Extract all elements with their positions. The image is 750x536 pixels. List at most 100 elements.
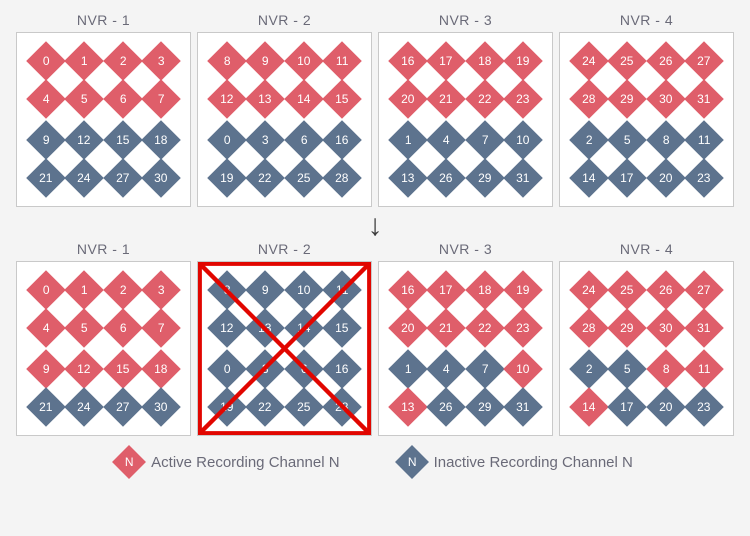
diamond-grid: 891011121314150361619222528 <box>198 262 371 435</box>
channel-diamond: 22 <box>246 159 286 199</box>
channel-diamond: 28 <box>570 308 610 348</box>
channel-diamond: 26 <box>427 159 467 199</box>
channel-number: 26 <box>659 283 672 297</box>
channel-diamond: 14 <box>570 159 610 199</box>
channel-number: 15 <box>335 92 348 106</box>
diamond-grid: 891011121314150361619222528 <box>198 33 371 206</box>
nvr-title: NVR - 2 <box>258 12 311 28</box>
channel-number: 30 <box>659 92 672 106</box>
channel-number: 26 <box>440 400 453 414</box>
channel-diamond: 19 <box>208 388 248 428</box>
channel-diamond: 17 <box>427 41 467 81</box>
channel-number: 7 <box>157 321 164 335</box>
channel-diamond: 5 <box>65 79 105 119</box>
channel-diamond: 22 <box>465 308 505 348</box>
channel-diamond: 26 <box>646 41 686 81</box>
channel-diamond: 24 <box>65 159 105 199</box>
channel-number: 5 <box>624 362 631 376</box>
channel-number: 22 <box>259 400 272 414</box>
channel-number: 21 <box>40 171 53 185</box>
legend-active-glyph: N <box>125 455 134 469</box>
channel-number: 25 <box>621 54 634 68</box>
channel-diamond: 15 <box>322 79 362 119</box>
channel-diamond: 10 <box>284 41 324 81</box>
channel-number: 19 <box>516 283 529 297</box>
nvr-panel: NVR - 2891011121314150361619222528 <box>197 241 372 436</box>
legend: N Active Recording Channel N N Inactive … <box>10 450 740 474</box>
channel-diamond: 8 <box>646 120 686 160</box>
channel-diamond: 6 <box>284 120 324 160</box>
channel-diamond: 17 <box>427 270 467 310</box>
channel-diamond: 6 <box>103 79 143 119</box>
nvr-grid: 01234567912151821242730 <box>16 261 191 436</box>
channel-diamond: 26 <box>427 388 467 428</box>
channel-number: 0 <box>224 133 231 147</box>
channel-number: 2 <box>586 133 593 147</box>
channel-diamond: 15 <box>322 308 362 348</box>
channel-diamond: 30 <box>141 388 181 428</box>
channel-number: 12 <box>78 133 91 147</box>
channel-diamond: 10 <box>284 270 324 310</box>
channel-diamond: 2 <box>570 120 610 160</box>
channel-number: 12 <box>221 321 234 335</box>
channel-number: 9 <box>262 54 269 68</box>
channel-number: 17 <box>440 54 453 68</box>
channel-number: 14 <box>583 171 596 185</box>
channel-number: 18 <box>478 283 491 297</box>
channel-number: 19 <box>221 400 234 414</box>
channel-diamond: 24 <box>65 388 105 428</box>
channel-number: 22 <box>478 92 491 106</box>
channel-number: 6 <box>300 362 307 376</box>
channel-diamond: 1 <box>389 120 429 160</box>
channel-number: 1 <box>81 54 88 68</box>
channel-diamond: 4 <box>27 79 67 119</box>
channel-diamond: 16 <box>389 41 429 81</box>
channel-number: 4 <box>443 133 450 147</box>
channel-diamond: 22 <box>465 79 505 119</box>
channel-diamond: 24 <box>570 41 610 81</box>
diamond-grid: 16171819202122231471013262931 <box>379 262 552 435</box>
channel-diamond: 3 <box>246 120 286 160</box>
channel-diamond: 12 <box>208 308 248 348</box>
channel-diamond: 22 <box>246 388 286 428</box>
channel-number: 11 <box>697 362 709 376</box>
channel-number: 28 <box>583 321 596 335</box>
channel-diamond: 11 <box>684 349 724 389</box>
channel-number: 27 <box>697 283 710 297</box>
channel-diamond: 29 <box>608 308 648 348</box>
channel-diamond: 8 <box>208 41 248 81</box>
nvr-title: NVR - 3 <box>439 12 492 28</box>
diamond-grid: 24252627282930312581114172023 <box>560 262 733 435</box>
channel-diamond: 1 <box>65 270 105 310</box>
channel-number: 24 <box>78 171 91 185</box>
legend-active-label: Active Recording Channel N <box>151 454 339 471</box>
channel-diamond: 24 <box>570 270 610 310</box>
channel-diamond: 16 <box>389 270 429 310</box>
channel-number: 29 <box>478 400 491 414</box>
channel-number: 5 <box>81 321 88 335</box>
channel-number: 7 <box>481 133 488 147</box>
channel-diamond: 27 <box>103 388 143 428</box>
channel-diamond: 9 <box>246 270 286 310</box>
channel-number: 31 <box>697 321 710 335</box>
channel-number: 19 <box>221 171 234 185</box>
channel-number: 17 <box>621 171 634 185</box>
channel-number: 7 <box>481 362 488 376</box>
channel-number: 3 <box>262 362 269 376</box>
channel-diamond: 7 <box>141 308 181 348</box>
channel-diamond: 11 <box>322 41 362 81</box>
channel-number: 0 <box>43 283 50 297</box>
channel-number: 16 <box>335 362 348 376</box>
channel-diamond: 5 <box>608 349 648 389</box>
channel-diamond: 28 <box>570 79 610 119</box>
channel-number: 10 <box>516 133 529 147</box>
channel-diamond: 9 <box>246 41 286 81</box>
channel-diamond: 11 <box>684 120 724 160</box>
channel-number: 1 <box>405 133 412 147</box>
channel-diamond: 18 <box>141 349 181 389</box>
channel-number: 6 <box>119 92 126 106</box>
channel-number: 5 <box>81 92 88 106</box>
legend-item-inactive: N Inactive Recording Channel N <box>400 450 633 474</box>
channel-number: 28 <box>335 171 348 185</box>
channel-number: 2 <box>119 283 126 297</box>
